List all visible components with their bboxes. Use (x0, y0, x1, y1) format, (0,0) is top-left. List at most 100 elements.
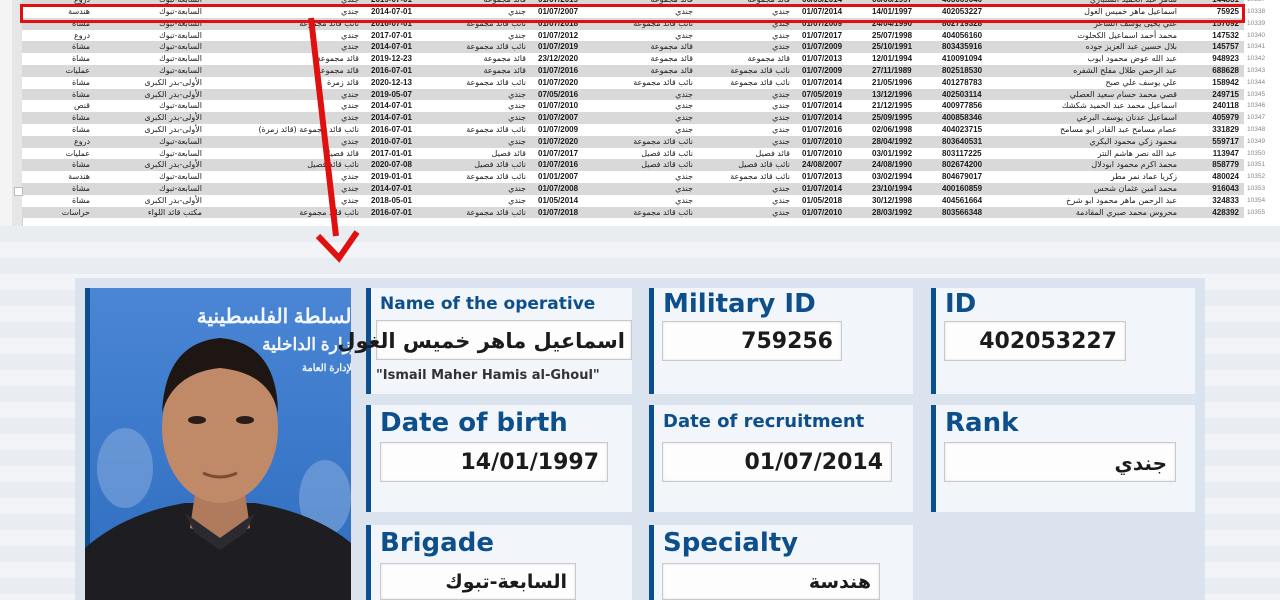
table-row[interactable]: دروع السابعة-تبوك جندي 2017-07-01 جندي 01/07/… (22, 29, 1244, 42)
cell-rank: نائب قائد مجموعة (466, 77, 526, 87)
row-checkbox[interactable] (14, 187, 23, 196)
cell-date: 01/07/2019 (538, 0, 596, 6)
table-row[interactable]: حراسات مكتب قائد اللواء نائب قائد مجموعة 20… (22, 206, 1244, 219)
cell-recruitment-date: 24/08/2007 (802, 160, 843, 170)
table-row[interactable]: هندسة السابعة-تبوك جندي 2014-07-01 جندي 01/07… (22, 6, 1244, 18)
cell-dob: 03/01/1992 (872, 148, 913, 158)
cell-date: 2014-07-01 (371, 7, 412, 16)
cell-date: 07/05/2016 (538, 89, 579, 99)
cell-specialty: مشاة (71, 77, 90, 87)
cell-rank: جندي (341, 30, 359, 40)
cell-recruitment-date: 01/07/2014 (802, 113, 843, 123)
cell-name: علي يحيى يوسف الشاعر (1094, 18, 1177, 28)
cell-recruitment-date: 01/07/2010 (802, 207, 843, 217)
table-row[interactable]: مشاة السابعة-تبوك جندي 2014-07-01 جندي 01/07/… (22, 183, 1244, 195)
table-row[interactable]: مشاة الأولى-بدر الكبرى جندي 2014-07-01 جندي 0… (22, 112, 1244, 124)
cell-rank: جندي (341, 101, 359, 111)
cell-rank: قائد فصيل (755, 148, 790, 158)
cell-rank: جندي (675, 30, 693, 40)
table-row[interactable]: دروع السابعة-تبوك جندي 2019-07-01 قائد مجموع… (22, 0, 1244, 6)
cell-name: محمد امين عثمان شحس (1093, 184, 1177, 193)
table-row[interactable]: هندسة السابعة-تبوك جندي 2019-01-01 نائب قائد… (22, 171, 1244, 183)
cell-name: عبد الله نصر هاشم النتر (1097, 148, 1177, 158)
cell-rank: جندي (772, 42, 790, 52)
table-row[interactable]: قنص السابعة-تبوك جندي 2014-07-01 جندي 01/07/2… (22, 100, 1244, 113)
cell-brigade: السابعة-تبوك (159, 184, 202, 193)
row-number: 10351 (1247, 161, 1266, 169)
cell-id: 804679017 (942, 172, 983, 182)
cell-rank: جندي (675, 89, 693, 99)
cell-dob: 12/01/1994 (872, 54, 913, 64)
cell-rank: جندي (675, 113, 693, 123)
cell-id: 400977856 (942, 101, 983, 111)
table-row[interactable]: مشاة السابعة-تبوك قائد مجموعة 2019-12-23 قائ… (22, 53, 1244, 65)
brigade-value: السابعة-تبوك (380, 563, 576, 600)
cell-rank: نائب قائد مجموعة (466, 42, 526, 52)
accent-bar (931, 288, 936, 394)
cell-brigade: السابعة-تبوك (159, 148, 202, 158)
cell-dob: 21/05/1996 (872, 77, 913, 87)
cell-date: 01/07/2007 (538, 7, 579, 16)
cell-recruitment-date: 01/07/2014 (802, 101, 843, 111)
cell-dob: 03/02/1994 (872, 172, 913, 182)
table-row[interactable]: مشاة الأولى-بدر الكبرى نائب قائد فصيل 2020-… (22, 159, 1244, 172)
cell-recruitment-date: 01/05/2018 (802, 195, 843, 205)
cell-rank: نائب قائد مجموعة (466, 18, 526, 28)
table-row[interactable]: دروع السابعة-تبوك جندي 2010-07-01 جندي 01/07/… (22, 135, 1244, 148)
cell-date: 2014-07-01 (371, 184, 412, 193)
cell-name: محمد اكرم محمود ابودلال (1091, 160, 1177, 170)
table-row[interactable]: مشاة الأولى-بدر الكبرى نائب قائد مجموعة (ق… (22, 124, 1244, 136)
cell-rank: جندي (772, 195, 790, 205)
cell-specialty: دروع (73, 30, 90, 40)
cell-rank: قائد فصيل (491, 148, 526, 158)
cell-rank: نائب قائد مجموعة (633, 136, 693, 146)
cell-name: بلال حسين عبد العزيز جوده (1085, 42, 1177, 52)
row-number: 10353 (1247, 185, 1266, 192)
cell-brigade: السابعة-تبوك (159, 7, 202, 16)
cell-date: 01/07/2017 (538, 148, 579, 158)
cell-rank: نائب قائد مجموعة (466, 125, 526, 134)
cell-rank: نائب قائد فصيل (474, 160, 526, 170)
cell-specialty: مشاة (71, 113, 90, 123)
table-row[interactable]: مشاة الأولى-بدر الكبرى جندي 2019-05-07 جندي 0… (22, 88, 1244, 101)
cell-rank: جندي (508, 184, 526, 193)
photo-header-text: الإدارة العامة (302, 363, 351, 374)
table-row[interactable]: مشاة الأولى-بدر الكبرى جندي 2018-05-01 جندي 0… (22, 194, 1244, 207)
military-id-value: 759256 (662, 321, 842, 361)
rank-label: Rank (945, 408, 1019, 438)
cell-rank: جندي (772, 184, 790, 193)
cell-rank: جندي (772, 101, 790, 111)
cell-dob: 28/03/1992 (872, 207, 913, 217)
cell-name: محروس محمد صبري المقادمة (1075, 207, 1177, 217)
cell-date: 2016-07-01 (371, 66, 412, 75)
cell-specialty: مشاة (71, 195, 90, 205)
cell-date: 2016-07-01 (371, 207, 412, 217)
cell-military-id: 688628 (1212, 66, 1239, 75)
cell-date: 2016-07-01 (371, 18, 412, 28)
recruitment-label: Date of recruitment (663, 411, 865, 432)
dob-card: Date of birth 14/01/1997 (366, 405, 632, 512)
cell-specialty: مشاة (71, 54, 90, 64)
dob-value: 14/01/1997 (380, 442, 608, 482)
cell-rank: قائد مجموعة (316, 66, 360, 75)
cell-name: عبد الرحمن ماهر محمود ابو شرخ (1066, 195, 1177, 205)
cell-rank: جندي (341, 195, 359, 205)
table-row[interactable]: عمليات السابعة-تبوك قائد فصيل 2017-01-01 قائ… (22, 147, 1244, 160)
operative-photo: السلطة الفلسطينية وزارة الداخلية الإدارة… (85, 288, 351, 600)
row-number: 10345 (1247, 90, 1266, 98)
cell-specialty: دروع (73, 136, 90, 146)
cell-military-id: 480024 (1212, 172, 1239, 182)
cell-brigade: السابعة-تبوك (159, 30, 202, 40)
cell-id: 803435916 (942, 42, 983, 52)
table-row[interactable]: عمليات السابعة-تبوك قائد مجموعة 2016-07-01 ق… (22, 65, 1244, 77)
cell-rank: جندي (772, 136, 790, 146)
cell-military-id: 145757 (1212, 42, 1239, 52)
table-row[interactable]: مشاة الأولى-بدر الكبرى قائد زمرة 2020-12-13… (22, 76, 1244, 89)
cell-brigade: الأولى-بدر الكبرى (144, 125, 202, 134)
cell-rank: قائد مجموعة (650, 42, 694, 52)
spreadsheet-screenshot: دروع السابعة-تبوك جندي 2019-07-01 قائد مجموع… (0, 0, 1280, 226)
cell-specialty: عمليات (65, 148, 90, 158)
cell-date: 2014-07-01 (371, 101, 412, 111)
table-row[interactable]: مشاة السابعة-تبوك جندي 2014-07-01 نائب قائد … (22, 41, 1244, 54)
cell-brigade: السابعة-تبوك (102, 0, 202, 6)
